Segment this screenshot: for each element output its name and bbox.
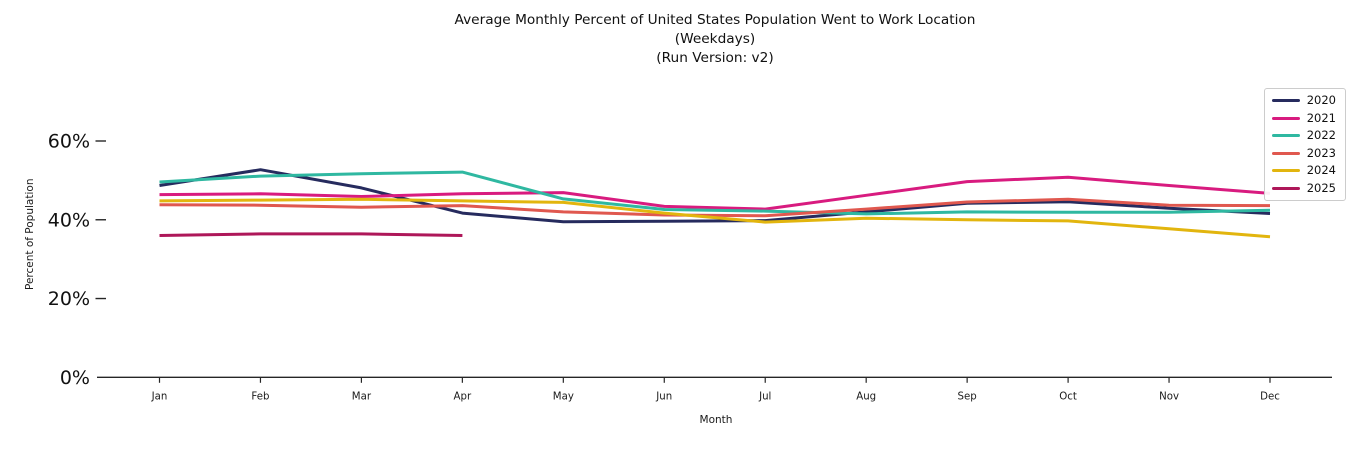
series-line-2021: [159, 175, 1271, 211]
x-tick-label-apr: Apr: [454, 391, 472, 402]
legend-swatch-2021: [1271, 116, 1300, 120]
chart-title-line3: (Run Version: v2): [656, 50, 774, 66]
x-tick-label-jan: Jan: [151, 391, 168, 402]
legend-swatch-2022: [1271, 134, 1300, 137]
legend-label-2020: 2020: [1306, 93, 1336, 107]
y-tick-label-20: 20%: [48, 288, 90, 310]
legend-swatch-2020: [1271, 99, 1300, 102]
series-layer: [159, 168, 1271, 239]
legend-item-2024: 2024: [1271, 163, 1336, 177]
x-tick-label-dec: Dec: [1260, 391, 1280, 402]
legend-item-2020: 2020: [1271, 93, 1336, 107]
x-tick-label-feb: Feb: [251, 391, 269, 402]
x-tick-label-may: May: [553, 391, 574, 402]
legend-item-2023: 2023: [1271, 145, 1336, 160]
legend-swatch-2024: [1271, 169, 1300, 172]
chart-title-line2: (Weekdays): [674, 31, 756, 47]
x-tick-label-aug: Aug: [856, 391, 876, 402]
y-tick-label-0: 0%: [60, 367, 90, 389]
series-line-2020: [159, 168, 1271, 224]
legend-label-2025: 2025: [1306, 180, 1336, 195]
x-tick-label-sep: Sep: [958, 391, 977, 402]
legend-swatch-2025: [1271, 186, 1300, 190]
series-line-2022: [159, 170, 1271, 216]
chart-title: Average Monthly Percent of United States…: [315, 11, 1115, 68]
chart-title-line1: Average Monthly Percent of United States…: [454, 12, 976, 28]
legend-swatch-2023: [1271, 151, 1300, 155]
series-line-2025: [159, 232, 463, 237]
x-tick-label-mar: Mar: [352, 391, 372, 402]
series-line-2023: [159, 197, 1271, 218]
legend: 2020 2021 2022 2023 2024 2025: [1263, 88, 1346, 201]
x-tick-label-jun: Jun: [655, 391, 672, 402]
y-axis-label: Percent of Population: [24, 179, 36, 290]
x-tick-label-jul: Jul: [758, 391, 771, 402]
legend-label-2023: 2023: [1306, 145, 1336, 160]
legend-item-2022: 2022: [1271, 128, 1336, 142]
legend-item-2025: 2025: [1271, 180, 1336, 195]
y-tick-label-40: 40%: [48, 209, 90, 231]
axes-layer: Jan Feb Mar Apr May Jun Jul Aug Sep Oct Nov Dec 0% 20…: [48, 131, 1332, 402]
legend-label-2024: 2024: [1306, 163, 1336, 177]
series-line-2024: [159, 197, 1271, 239]
x-tick-label-oct: Oct: [1059, 391, 1077, 402]
y-tick-label-60: 60%: [48, 131, 90, 153]
legend-label-2022: 2022: [1306, 128, 1336, 142]
legend-item-2021: 2021: [1271, 110, 1336, 125]
x-axis-label: Month: [700, 414, 733, 426]
legend-label-2021: 2021: [1306, 110, 1336, 125]
x-tick-label-nov: Nov: [1159, 391, 1179, 402]
